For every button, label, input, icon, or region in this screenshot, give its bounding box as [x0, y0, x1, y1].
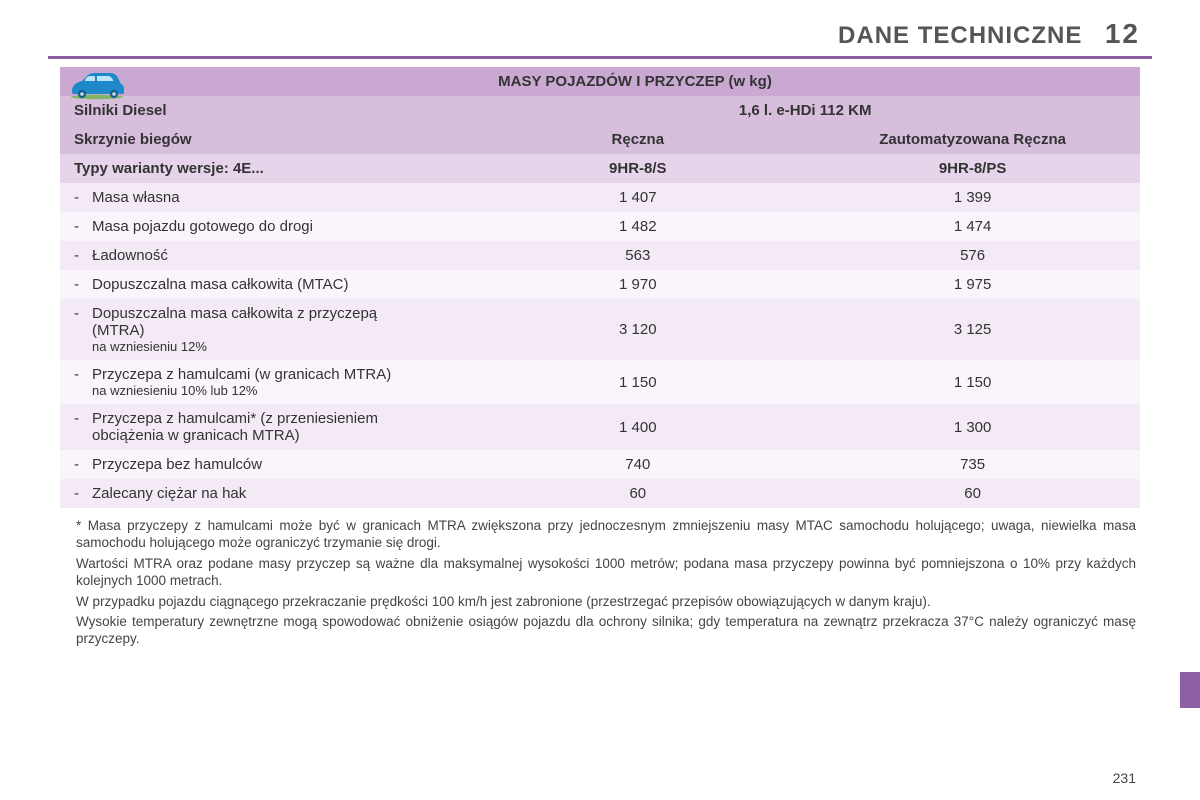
footnote: W przypadku pojazdu ciągnącego przekracz…: [76, 594, 1136, 611]
page-header: DANE TECHNICZNE 12: [0, 0, 1200, 56]
footnote: Wysokie temperatury zewnętrzne mogą spow…: [76, 614, 1136, 648]
header-row-label: Silniki Diesel: [60, 96, 470, 125]
table-cell: 563: [470, 241, 805, 270]
table-cell: 576: [805, 241, 1140, 270]
footnotes: * Masa przyczepy z hamulcami może być w …: [0, 508, 1200, 648]
table-cell: 740: [470, 450, 805, 479]
table-cell: 1 399: [805, 183, 1140, 212]
footnote: * Masa przyczepy z hamulcami może być w …: [76, 518, 1136, 552]
table-cell: 3 125: [805, 299, 1140, 360]
table-row-label: -Przyczepa bez hamulców: [60, 450, 470, 479]
table-cell: 1 150: [470, 360, 805, 404]
table-cell: 1 150: [805, 360, 1140, 404]
table-cell: 1 970: [470, 270, 805, 299]
table-row-label: -Masa pojazdu gotowego do drogi: [60, 212, 470, 241]
table-row-label: -Dopuszczalna masa całkowita z przyczepą…: [60, 299, 470, 360]
header-row-span: 1,6 l. e-HDi 112 KM: [470, 96, 1140, 125]
table-row-label: -Dopuszczalna masa całkowita (MTAC): [60, 270, 470, 299]
table-row-label: -Przyczepa z hamulcami* (z przeniesienie…: [60, 404, 470, 450]
table-cell: 1 474: [805, 212, 1140, 241]
car-icon: [66, 70, 128, 100]
header-row-cell: 9HR-8/PS: [805, 154, 1140, 183]
header-row-cell: Zautomatyzowana Ręczna: [805, 125, 1140, 154]
chapter-number: 12: [1105, 18, 1140, 50]
side-tab: [1180, 672, 1200, 708]
table-cell: 1 300: [805, 404, 1140, 450]
header-row-label: Skrzynie biegów: [60, 125, 470, 154]
table-cell: 1 400: [470, 404, 805, 450]
header-row-cell: 9HR-8/S: [470, 154, 805, 183]
table-cell: 60: [805, 479, 1140, 508]
header-row-cell: Ręczna: [470, 125, 805, 154]
table-row-label: -Przyczepa z hamulcami (w granicach MTRA…: [60, 360, 470, 404]
table-title: MASY POJAZDÓW I PRZYCZEP (w kg): [60, 67, 1140, 96]
header-row-label: Typy warianty wersje: 4E...: [60, 154, 470, 183]
table-row-label: -Ładowność: [60, 241, 470, 270]
page-title: DANE TECHNICZNE: [838, 22, 1082, 50]
table-cell: 735: [805, 450, 1140, 479]
table-cell: 1 407: [470, 183, 805, 212]
footnote: Wartości MTRA oraz podane masy przyczep …: [76, 556, 1136, 590]
divider: [48, 56, 1152, 59]
spec-table: MASY POJAZDÓW I PRZYCZEP (w kg)Silniki D…: [60, 67, 1140, 508]
table-row-label: -Masa własna: [60, 183, 470, 212]
table-row-label: -Zalecany ciężar na hak: [60, 479, 470, 508]
table-cell: 3 120: [470, 299, 805, 360]
table-cell: 60: [470, 479, 805, 508]
table-cell: 1 975: [805, 270, 1140, 299]
content: MASY POJAZDÓW I PRZYCZEP (w kg)Silniki D…: [0, 67, 1200, 508]
table-cell: 1 482: [470, 212, 805, 241]
page-number: 231: [1113, 770, 1136, 786]
